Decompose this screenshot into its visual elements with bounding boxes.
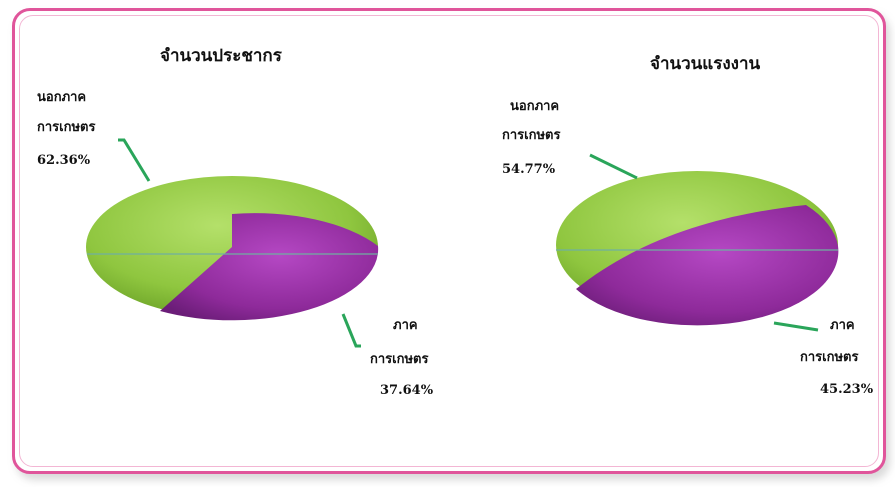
slice-value-label: 62.36% [37,153,91,168]
chart-frame-inner-border [19,15,879,467]
leader-line-non-agriculture [118,138,151,182]
slice-label-line2: การเกษตร [37,120,96,135]
slice-value-label: 45.23% [820,382,874,397]
chart-title-population: จำนวนประชากร [160,46,282,66]
leader-line-agriculture [773,321,819,332]
slice-value-label: 54.77% [502,162,556,177]
slice-agriculture [160,213,379,321]
slice-value-label: 37.64% [380,383,434,398]
slice-label-line2: การเกษตร [370,352,429,367]
chart-title-labor: จำนวนแรงงาน [650,54,761,74]
slice-label-line2: การเกษตร [800,350,859,365]
slice-label-line1: ภาค [830,318,855,333]
leader-line-agriculture [341,313,361,348]
leader-line-non-agriculture [589,153,638,180]
slice-label-line1: ภาค [393,318,418,333]
pie-labor [556,153,839,332]
slice-label-line2: การเกษตร [502,128,561,143]
slice-agriculture [576,205,839,326]
pie-population [86,138,379,348]
slice-label-line1: นอกภาค [510,99,560,114]
slice-label-line1: นอกภาค [37,90,87,105]
